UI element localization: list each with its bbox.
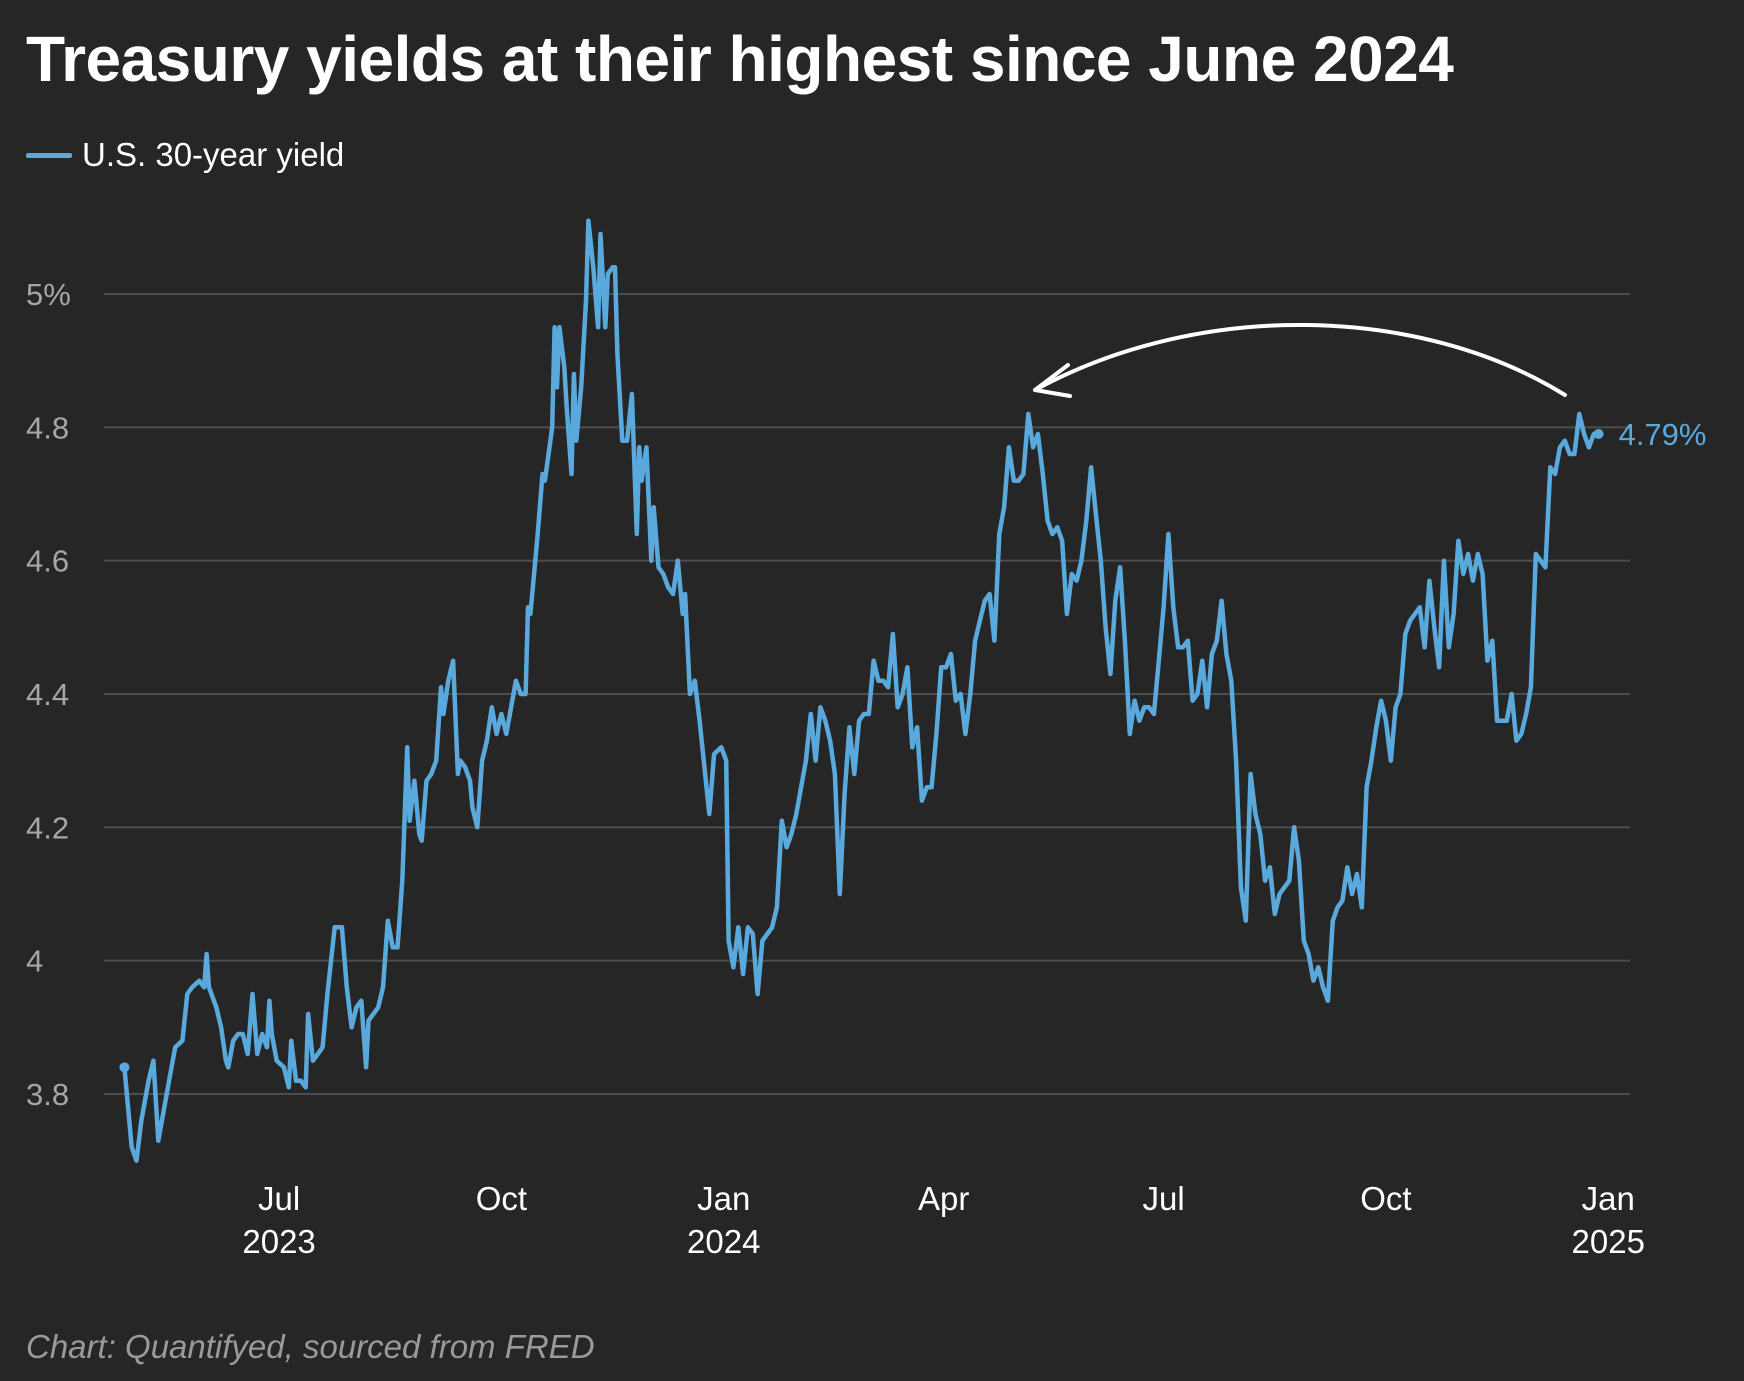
series-line-30yr-yield [122, 218, 1601, 1163]
x-tick-year-label: 2025 [1572, 1223, 1645, 1260]
legend-label: U.S. 30-year yield [82, 136, 345, 173]
chart-source: Chart: Quantifyed, sourced from FRED [26, 1328, 595, 1365]
x-tick-label: Oct [1360, 1180, 1411, 1217]
series-start-point [119, 1062, 130, 1073]
annotation-arrow [1033, 322, 1567, 397]
x-axis-ticks: Jul 2023 Oct Jan 2024 Apr Jul Oct Jan 2025 [242, 1180, 1645, 1260]
y-tick-label: 4.6 [26, 544, 69, 579]
y-tick-label: 4.4 [26, 677, 69, 712]
y-tick-label: 4.8 [26, 410, 69, 445]
x-tick-label: Jul [258, 1180, 300, 1217]
y-axis-ticks: 3.8 4 4.2 4.4 4.6 4.8 5% [26, 277, 71, 1112]
gridlines [104, 293, 1630, 1095]
x-tick-label: Jul [1142, 1180, 1184, 1217]
y-tick-label: 5% [26, 277, 71, 312]
x-tick-label: Jan [697, 1180, 750, 1217]
x-tick-label: Oct [476, 1180, 527, 1217]
y-tick-label: 3.8 [26, 1077, 69, 1112]
y-tick-label: 4 [26, 944, 43, 979]
x-tick-year-label: 2023 [242, 1223, 315, 1260]
legend: U.S. 30-year yield [26, 136, 344, 174]
series-end-point [1593, 429, 1604, 439]
legend-swatch [26, 152, 72, 158]
annotation-arrowhead [1033, 363, 1072, 398]
x-tick-label: Jan [1582, 1180, 1635, 1217]
x-tick-year-label: 2024 [687, 1223, 760, 1260]
end-value-label: 4.79% [1619, 417, 1707, 452]
y-tick-label: 4.2 [26, 810, 69, 845]
chart-title: Treasury yields at their highest since J… [26, 23, 1454, 95]
x-tick-label: Apr [918, 1180, 969, 1217]
